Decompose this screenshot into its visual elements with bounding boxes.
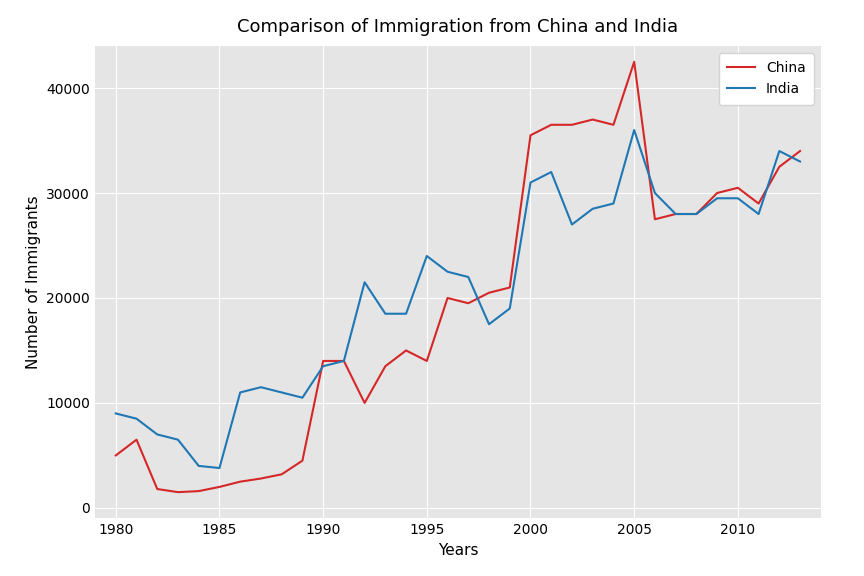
China <box>567 122 577 128</box>
China <box>670 211 681 218</box>
China <box>318 358 328 365</box>
India <box>795 158 805 165</box>
China <box>546 122 556 128</box>
India <box>422 252 432 259</box>
China <box>256 475 266 482</box>
India <box>276 389 287 396</box>
India <box>629 127 639 134</box>
China <box>173 488 183 495</box>
India <box>442 268 453 275</box>
India <box>401 310 411 317</box>
China <box>194 488 204 495</box>
China <box>505 284 515 291</box>
China <box>131 436 142 443</box>
Line: China: China <box>116 62 800 492</box>
Title: Comparison of Immigration from China and India: Comparison of Immigration from China and… <box>238 18 678 36</box>
India <box>463 274 473 281</box>
India <box>588 205 598 212</box>
India <box>152 431 162 438</box>
India <box>173 436 183 443</box>
China <box>442 294 453 301</box>
China <box>276 471 287 478</box>
China <box>774 164 785 170</box>
India <box>505 305 515 312</box>
China <box>380 363 391 370</box>
Legend: China, India: China, India <box>719 53 814 105</box>
India <box>546 169 556 176</box>
China <box>691 211 702 218</box>
China <box>712 190 722 196</box>
China <box>214 483 225 490</box>
China <box>339 358 349 365</box>
China <box>608 122 619 128</box>
India <box>774 147 785 154</box>
India <box>691 211 702 218</box>
China <box>484 289 494 296</box>
China <box>795 147 805 154</box>
China <box>359 400 370 407</box>
China <box>463 300 473 306</box>
India <box>339 358 349 365</box>
India <box>214 465 225 472</box>
China <box>650 216 660 223</box>
India <box>194 463 204 469</box>
India <box>359 279 370 286</box>
India <box>608 200 619 207</box>
India <box>235 389 245 396</box>
India <box>256 384 266 391</box>
China <box>297 457 308 464</box>
India <box>111 410 121 417</box>
India <box>131 415 142 422</box>
India <box>484 321 494 328</box>
Y-axis label: Number of Immigrants: Number of Immigrants <box>26 195 41 369</box>
China <box>422 358 432 365</box>
India <box>733 195 743 202</box>
India <box>297 394 308 401</box>
China <box>629 58 639 65</box>
India <box>712 195 722 202</box>
China <box>753 200 764 207</box>
China <box>111 452 121 459</box>
India <box>525 179 536 186</box>
China <box>733 184 743 191</box>
India <box>650 190 660 196</box>
India <box>567 221 577 228</box>
India <box>670 211 681 218</box>
India <box>318 363 328 370</box>
India <box>753 211 764 218</box>
China <box>152 486 162 492</box>
China <box>235 478 245 485</box>
India <box>380 310 391 317</box>
China <box>401 347 411 354</box>
X-axis label: Years: Years <box>438 543 478 558</box>
China <box>525 132 536 139</box>
Line: India: India <box>116 130 800 468</box>
China <box>588 116 598 123</box>
